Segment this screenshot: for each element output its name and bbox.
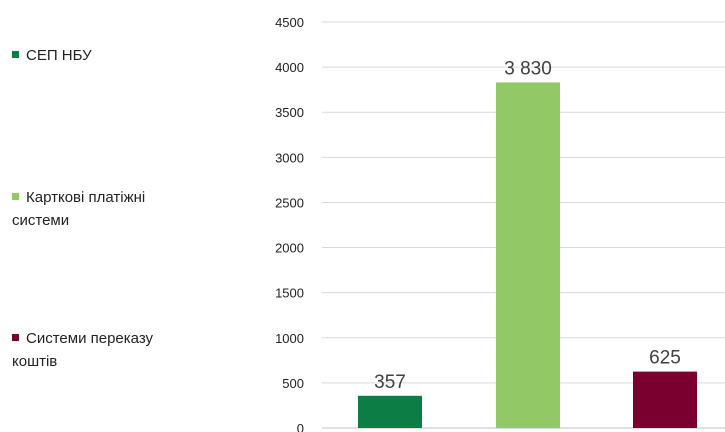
legend-item-money-transfer-systems: Системи переказу коштів [12,327,153,373]
y-tick-label: 2000 [275,241,304,256]
legend-item-card-payment-systems: Карткові платіжні системи [12,186,145,232]
legend-label: Карткові платіжні системи [12,189,146,229]
y-tick-label: 3500 [275,105,304,120]
y-tick-label: 4000 [275,60,304,75]
data-label: 625 [649,348,681,369]
y-tick-label: 0 [297,421,304,432]
y-tick-label: 3000 [275,150,304,165]
legend-swatch [12,193,19,200]
legend-item-sep-nbu: СЕП НБУ [12,44,92,67]
bar [496,82,560,429]
y-tick-label: 500 [282,376,304,391]
legend-label: СЕП НБУ [26,47,92,64]
data-label: 3 830 [504,58,552,79]
legend-swatch [12,51,19,58]
y-tick-label: 1000 [275,331,304,346]
y-tick-label: 4500 [275,15,304,30]
y-tick-label: 1500 [275,286,304,301]
legend-label: Системи переказу коштів [12,330,154,370]
bar [633,371,697,428]
legend-swatch [12,334,19,341]
data-label: 357 [374,372,406,393]
bar [358,395,422,428]
y-tick-label: 2500 [275,195,304,210]
